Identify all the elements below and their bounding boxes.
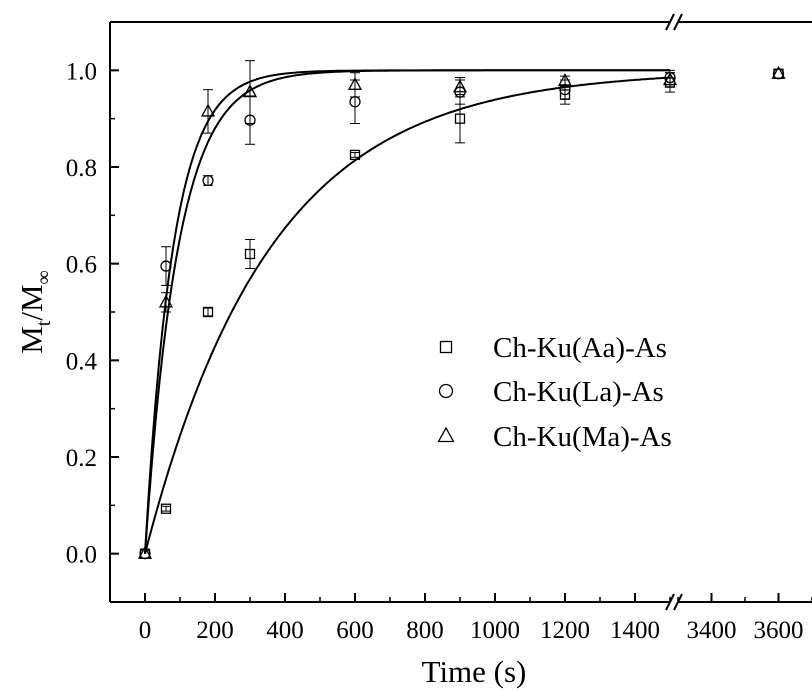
x-tick-label: 3600 bbox=[754, 617, 804, 644]
data-markers bbox=[137, 65, 786, 560]
y-tick-label: 0.6 bbox=[66, 252, 97, 279]
y-tick-label: 0.4 bbox=[66, 348, 98, 375]
fit-curve-3 bbox=[144, 69, 670, 554]
y-tick-label: 1.0 bbox=[66, 58, 97, 85]
y-tick-label: 0.2 bbox=[66, 445, 97, 472]
x-tick-label: 800 bbox=[406, 617, 444, 644]
legend-label: Ch-Ku(Aa)-As bbox=[493, 332, 667, 364]
x-axis-label: Time (s) bbox=[422, 654, 527, 689]
x-tick-label: 400 bbox=[266, 617, 304, 644]
data-point-triangle bbox=[242, 84, 258, 98]
y-axis-label-sub-inf: ∞ bbox=[33, 270, 55, 284]
x-tick-label: 200 bbox=[196, 617, 234, 644]
x-axis-ticks: 0 200 400 600 800 1000 1200 1400 3400 3600 bbox=[109, 593, 812, 644]
data-point-square bbox=[202, 306, 214, 318]
data-point-circle bbox=[202, 174, 214, 187]
legend-marker-circle bbox=[438, 383, 454, 399]
data-point-triangle bbox=[452, 79, 468, 93]
data-point-triangle bbox=[662, 72, 678, 86]
fit-curves bbox=[144, 69, 671, 554]
axis-break-mark-top-2 bbox=[673, 13, 683, 31]
y-tick-label: 0.0 bbox=[66, 542, 97, 569]
x-tick-label: 1400 bbox=[610, 617, 660, 644]
legend-marker-square bbox=[439, 340, 453, 354]
y-axis-label-main: M bbox=[14, 326, 49, 354]
x-tick-label: 600 bbox=[336, 617, 374, 644]
data-point-circle bbox=[349, 96, 361, 108]
data-point-triangle bbox=[200, 103, 216, 117]
data-point-square bbox=[559, 89, 571, 100]
data-point-square bbox=[349, 149, 361, 161]
data-point-circle bbox=[559, 84, 571, 96]
y-axis-label-slash: /M bbox=[14, 284, 49, 320]
fit-curve-2 bbox=[144, 69, 670, 554]
legend-label: Ch-Ku(Ma)-As bbox=[493, 421, 672, 453]
legend-marker-triangle bbox=[437, 426, 455, 443]
y-axis-label: Mt/M∞ bbox=[14, 270, 55, 354]
y-axis-ticks: 0.0 0.2 0.4 0.6 0.8 1.0 bbox=[66, 21, 119, 603]
x-tick-label: 1000 bbox=[470, 617, 520, 644]
data-point-triangle bbox=[137, 545, 153, 559]
y-axis-label-sub-t: t bbox=[33, 320, 55, 326]
data-point-square bbox=[244, 248, 256, 260]
data-point-triangle bbox=[347, 76, 363, 90]
data-point-triangle bbox=[771, 65, 786, 79]
data-point-triangle bbox=[158, 294, 174, 308]
legend: Ch-Ku(Aa)-As Ch-Ku(La)-As Ch-Ku(Ma)-As bbox=[437, 332, 672, 453]
y-tick-label: 0.8 bbox=[66, 155, 97, 182]
data-point-square bbox=[454, 113, 466, 124]
plot-frame bbox=[109, 13, 812, 611]
data-point-circle bbox=[244, 114, 256, 126]
x-tick-label: 3400 bbox=[687, 617, 737, 644]
x-tick-label: 0 bbox=[139, 617, 152, 644]
x-tick-label: 1200 bbox=[540, 617, 590, 644]
data-point-square bbox=[160, 503, 172, 514]
legend-label: Ch-Ku(La)-As bbox=[493, 376, 664, 408]
fit-curve-1 bbox=[144, 76, 671, 554]
data-point-circle bbox=[160, 260, 172, 272]
axis-break-mark-top-1 bbox=[665, 13, 675, 31]
data-point-triangle bbox=[557, 73, 573, 87]
